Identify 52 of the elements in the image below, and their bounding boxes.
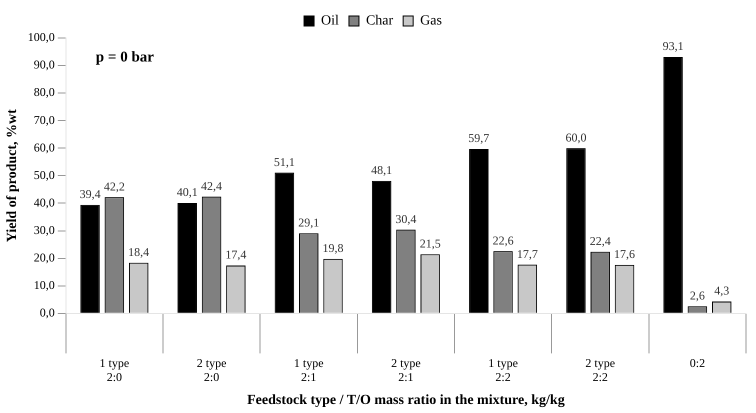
data-label: 21,5: [420, 236, 441, 250]
x-tick-label: 2 type 2:2: [585, 356, 616, 384]
legend-label: Char: [366, 14, 394, 29]
data-label: 93,1: [662, 39, 684, 54]
y-axis-title: Yield of product, %wt: [5, 108, 20, 242]
y-tick-label: 60,0: [34, 140, 55, 154]
y-tick-label: 80,0: [34, 85, 55, 100]
bar: [178, 202, 197, 313]
y-tick-label: 30,0: [34, 222, 55, 237]
data-label: 30,4: [395, 212, 416, 226]
data-label: 4,3: [714, 284, 730, 298]
y-tick-label: 10,0: [34, 278, 55, 292]
x-tick-label: 1 type 2:0: [100, 356, 130, 384]
y-tick-label: 70,0: [34, 112, 55, 127]
x-tick-label: 2 type 2:0: [196, 356, 226, 384]
y-tick-label: 90,0: [34, 58, 55, 72]
legend-label: Oil: [321, 14, 340, 29]
bar: [274, 172, 294, 313]
data-label: 22,4: [590, 234, 611, 248]
data-label: 51,1: [274, 154, 295, 169]
data-label: 42,4: [201, 178, 222, 193]
bar: [663, 57, 683, 313]
data-label: 29,1: [298, 215, 320, 230]
data-label: 48,1: [371, 163, 392, 178]
data-label: 17,6: [614, 247, 636, 262]
data-label: 39,4: [80, 187, 101, 202]
x-tick-label: 0:2: [690, 356, 706, 370]
y-tick-label: 20,0: [34, 250, 55, 264]
y-tick-label: 0,0: [40, 306, 55, 320]
data-label: 17,7: [516, 246, 538, 261]
data-label: 40,1: [176, 185, 198, 200]
data-label: 17,4: [225, 248, 246, 262]
y-tick-label: 100,0: [28, 30, 55, 44]
data-label: 2,6: [690, 288, 705, 302]
y-tick-label: 50,0: [34, 168, 55, 182]
data-label: 60,0: [565, 130, 586, 144]
data-label: 19,8: [322, 241, 344, 256]
annotation: p = 0 bar: [96, 49, 154, 66]
data-label: 59,7: [468, 131, 490, 146]
x-axis-title: Feedstock type / T/O mass ratio in the mixture, kg/kg: [247, 393, 565, 408]
bar: [469, 148, 488, 313]
bar: [372, 180, 392, 313]
legend-label: Gas: [420, 14, 442, 29]
x-tick-label: 1 type 2:1: [294, 356, 324, 384]
bar: [566, 148, 586, 313]
bar: [80, 204, 100, 313]
data-label: 22,6: [492, 233, 514, 248]
x-tick-label: 1 type 2:2: [488, 356, 518, 384]
data-label: 42,2: [104, 179, 125, 194]
x-tick-label: 2 type 2:1: [391, 356, 421, 384]
data-label: 18,4: [128, 244, 150, 259]
y-tick-label: 40,0: [34, 195, 55, 210]
